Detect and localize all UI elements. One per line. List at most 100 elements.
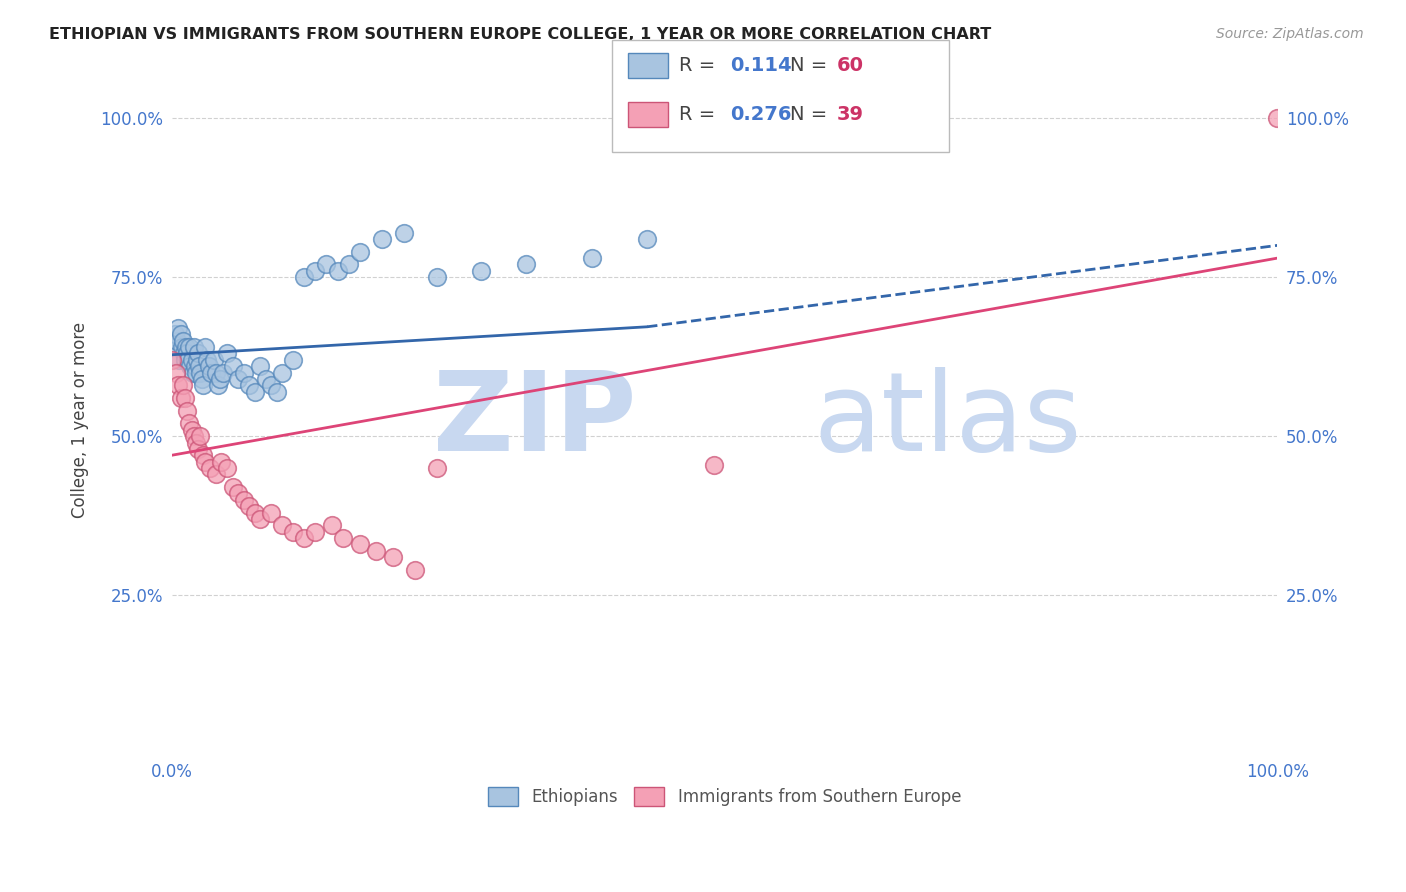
Point xyxy=(174,340,197,354)
Point xyxy=(169,352,191,367)
Point xyxy=(515,257,537,271)
Point xyxy=(190,429,212,443)
Point xyxy=(207,378,229,392)
Point xyxy=(190,366,212,380)
Point xyxy=(271,518,294,533)
Point xyxy=(226,372,249,386)
Legend: Ethiopians, Immigrants from Southern Europe: Ethiopians, Immigrants from Southern Eur… xyxy=(481,780,967,813)
Point xyxy=(202,352,225,367)
Point xyxy=(188,359,211,374)
Point xyxy=(163,327,186,342)
Point xyxy=(332,531,354,545)
Point xyxy=(215,461,238,475)
Point xyxy=(195,352,218,367)
Point xyxy=(172,334,194,348)
Point xyxy=(170,340,193,354)
Point xyxy=(238,499,260,513)
Text: 0.276: 0.276 xyxy=(730,104,792,124)
Point xyxy=(371,232,394,246)
Point xyxy=(292,531,315,545)
Text: N =: N = xyxy=(790,55,834,75)
Point xyxy=(470,264,492,278)
Point xyxy=(167,321,190,335)
Point xyxy=(326,264,349,278)
Text: 0.114: 0.114 xyxy=(730,55,792,75)
Point xyxy=(243,506,266,520)
Point xyxy=(198,359,221,374)
Point xyxy=(184,435,207,450)
Point xyxy=(283,524,305,539)
Point xyxy=(160,340,183,354)
Point xyxy=(211,366,233,380)
Text: ETHIOPIAN VS IMMIGRANTS FROM SOUTHERN EUROPE COLLEGE, 1 YEAR OR MORE CORRELATION: ETHIOPIAN VS IMMIGRANTS FROM SOUTHERN EU… xyxy=(49,27,991,42)
Point xyxy=(169,391,191,405)
Point xyxy=(187,346,209,360)
Point xyxy=(315,257,337,271)
Point xyxy=(404,563,426,577)
Point xyxy=(426,270,449,285)
Text: R =: R = xyxy=(679,55,721,75)
Point xyxy=(194,455,217,469)
Point xyxy=(177,352,200,367)
Point xyxy=(292,270,315,285)
Point xyxy=(200,366,222,380)
Point xyxy=(180,423,202,437)
Text: R =: R = xyxy=(679,104,721,124)
Point xyxy=(173,346,195,360)
Point xyxy=(160,352,183,367)
Point xyxy=(176,346,198,360)
Point xyxy=(205,366,228,380)
Point xyxy=(179,417,201,431)
Text: ZIP: ZIP xyxy=(433,367,636,474)
Point xyxy=(366,543,388,558)
Point xyxy=(232,492,254,507)
Point xyxy=(211,455,233,469)
Point xyxy=(249,359,271,374)
Point xyxy=(184,359,207,374)
Text: atlas: atlas xyxy=(813,367,1081,474)
Point xyxy=(167,378,190,392)
Point xyxy=(183,429,205,443)
Point xyxy=(349,244,371,259)
Point xyxy=(205,467,228,482)
Point xyxy=(183,340,205,354)
Point xyxy=(221,359,243,374)
Point xyxy=(254,372,277,386)
Point xyxy=(271,366,294,380)
Point xyxy=(581,251,603,265)
Point xyxy=(191,378,214,392)
Point xyxy=(191,448,214,462)
Point xyxy=(232,366,254,380)
Point xyxy=(190,372,212,386)
Point xyxy=(249,512,271,526)
Point xyxy=(200,461,222,475)
Point xyxy=(426,461,449,475)
Point xyxy=(260,506,283,520)
Point xyxy=(702,458,724,472)
Point xyxy=(181,366,204,380)
Point xyxy=(215,346,238,360)
Point xyxy=(304,524,326,539)
Point xyxy=(238,378,260,392)
Point xyxy=(349,537,371,551)
Text: Source: ZipAtlas.com: Source: ZipAtlas.com xyxy=(1216,27,1364,41)
Point xyxy=(187,442,209,456)
Text: N =: N = xyxy=(790,104,834,124)
Point xyxy=(184,366,207,380)
Point xyxy=(1267,111,1289,125)
Point xyxy=(392,226,415,240)
Point xyxy=(179,340,201,354)
Point xyxy=(381,549,404,564)
Text: 39: 39 xyxy=(837,104,863,124)
Y-axis label: College, 1 year or more: College, 1 year or more xyxy=(72,322,89,518)
Point xyxy=(260,378,283,392)
Point xyxy=(176,403,198,417)
Point xyxy=(636,232,658,246)
Text: 60: 60 xyxy=(837,55,863,75)
Point xyxy=(174,352,197,367)
Point xyxy=(165,366,187,380)
Point xyxy=(186,352,208,367)
Point xyxy=(194,340,217,354)
Point xyxy=(304,264,326,278)
Point xyxy=(221,480,243,494)
